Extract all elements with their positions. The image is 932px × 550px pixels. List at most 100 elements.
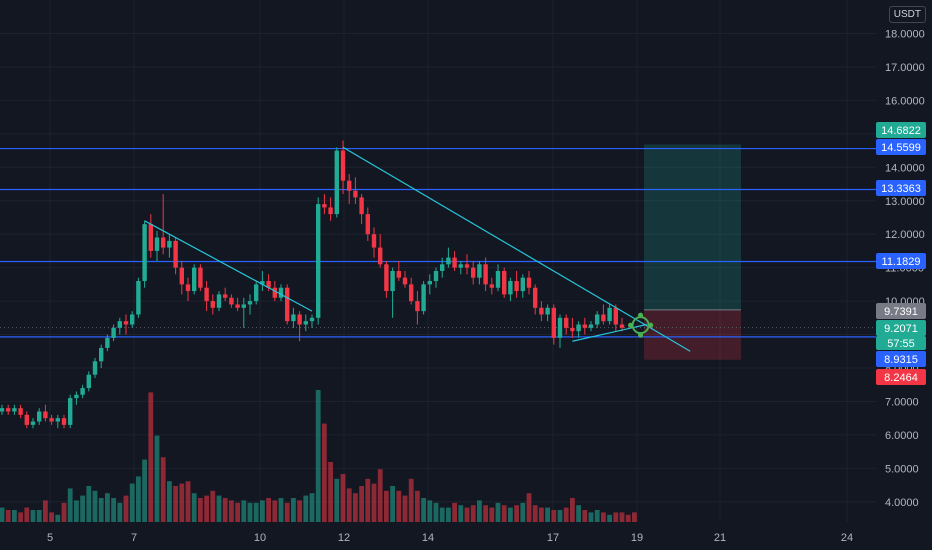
volume-bar xyxy=(74,500,79,522)
volume-bar xyxy=(334,478,340,522)
horizontal-levels[interactable] xyxy=(0,147,876,338)
price-badge-text: 9.2071 xyxy=(884,323,918,335)
candle-body xyxy=(613,307,618,325)
volume-bar xyxy=(613,512,619,522)
candle-body xyxy=(365,214,370,235)
candle-body xyxy=(322,204,327,208)
candle-body xyxy=(582,324,587,328)
volume-bar xyxy=(532,505,538,522)
y-tick-label: 18.0000 xyxy=(885,29,925,41)
candle-body xyxy=(49,418,54,422)
volume-bar xyxy=(402,495,408,522)
y-tick-label: 4.0000 xyxy=(885,497,919,509)
volume-bar xyxy=(514,505,519,522)
currency-label[interactable]: USDT xyxy=(888,6,926,23)
price-axis-bg[interactable] xyxy=(876,0,932,550)
volume-bar xyxy=(98,498,104,522)
volume-bar xyxy=(92,490,98,522)
price-badge-text: 8.9315 xyxy=(884,354,918,366)
price-badge xyxy=(876,122,926,138)
candle-body xyxy=(241,304,246,308)
candle-body xyxy=(136,281,141,315)
candle-body xyxy=(235,304,240,308)
volume-bar xyxy=(148,392,154,522)
volume-bar xyxy=(123,495,129,522)
candle-body xyxy=(464,264,470,268)
volume-bar xyxy=(464,507,470,522)
candle-body xyxy=(99,347,104,362)
y-tick-label: 12.0000 xyxy=(885,229,925,241)
volume-bar xyxy=(452,502,457,522)
trendline xyxy=(572,323,647,342)
candle-body xyxy=(161,237,166,248)
long-position-tool[interactable] xyxy=(644,144,741,360)
candle-body xyxy=(192,267,197,292)
volume-bar xyxy=(18,512,23,522)
candle-body xyxy=(557,317,563,338)
candle-body xyxy=(576,324,581,332)
candle-body xyxy=(502,270,507,295)
volume-bar xyxy=(179,483,185,522)
candle-body xyxy=(247,301,253,305)
volume-bars xyxy=(0,390,637,522)
candle-body xyxy=(309,317,315,322)
price-badge xyxy=(876,369,926,385)
volume-bar xyxy=(222,498,228,522)
candle-body xyxy=(185,284,191,292)
candle-body xyxy=(297,314,302,325)
candle-body xyxy=(396,270,401,278)
candle-body xyxy=(452,257,457,268)
volume-bar xyxy=(278,498,284,522)
volume-bar xyxy=(291,498,296,522)
volume-bar xyxy=(160,457,166,522)
candle-body xyxy=(229,297,234,305)
volume-bar xyxy=(526,493,532,522)
volume-bar xyxy=(36,510,42,522)
x-tick-label: 12 xyxy=(338,532,350,544)
candle-body xyxy=(254,284,259,302)
volume-bar xyxy=(105,493,110,522)
y-tick-label: 7.0000 xyxy=(885,396,919,408)
volume-bar xyxy=(55,514,61,522)
candle-body xyxy=(421,284,426,312)
candle-body xyxy=(371,234,377,248)
volume-bar xyxy=(235,502,240,522)
price-badge-text: 13.3363 xyxy=(881,183,921,195)
candle-body xyxy=(148,224,153,251)
volume-bar xyxy=(470,505,476,522)
volume-bar xyxy=(353,493,358,522)
marker-dot xyxy=(648,322,654,328)
volume-bar xyxy=(594,510,600,522)
candle-body xyxy=(210,301,215,308)
volume-bar xyxy=(346,488,352,522)
candle-body xyxy=(74,394,79,399)
candle-body xyxy=(37,411,42,422)
candle-body xyxy=(402,277,408,285)
trendlines[interactable] xyxy=(144,146,691,352)
candle-body xyxy=(607,307,612,322)
candle-body xyxy=(272,287,277,298)
y-tick-label: 16.0000 xyxy=(885,95,925,107)
candle-body xyxy=(303,321,308,325)
volume-bar xyxy=(563,507,569,522)
volume-bar xyxy=(136,476,141,522)
trendline xyxy=(342,146,691,352)
volume-bar xyxy=(421,498,426,522)
volume-bar xyxy=(24,507,30,522)
volume-bar xyxy=(173,486,178,522)
volume-bar xyxy=(185,481,191,522)
volume-bar xyxy=(545,507,550,522)
price-badge xyxy=(876,303,926,319)
volume-bar xyxy=(198,498,203,522)
marker-dot xyxy=(628,322,634,328)
candle-body xyxy=(564,317,569,328)
volume-bar xyxy=(49,512,54,522)
candle-body xyxy=(384,264,389,292)
x-tick-label: 17 xyxy=(547,532,559,544)
volume-bar xyxy=(551,510,557,522)
candle-body xyxy=(347,180,352,191)
time-axis[interactable]: 5 7 10 12 14 17 19 21 24 xyxy=(47,532,853,544)
price-badge xyxy=(876,139,926,155)
candle-body xyxy=(328,207,333,215)
